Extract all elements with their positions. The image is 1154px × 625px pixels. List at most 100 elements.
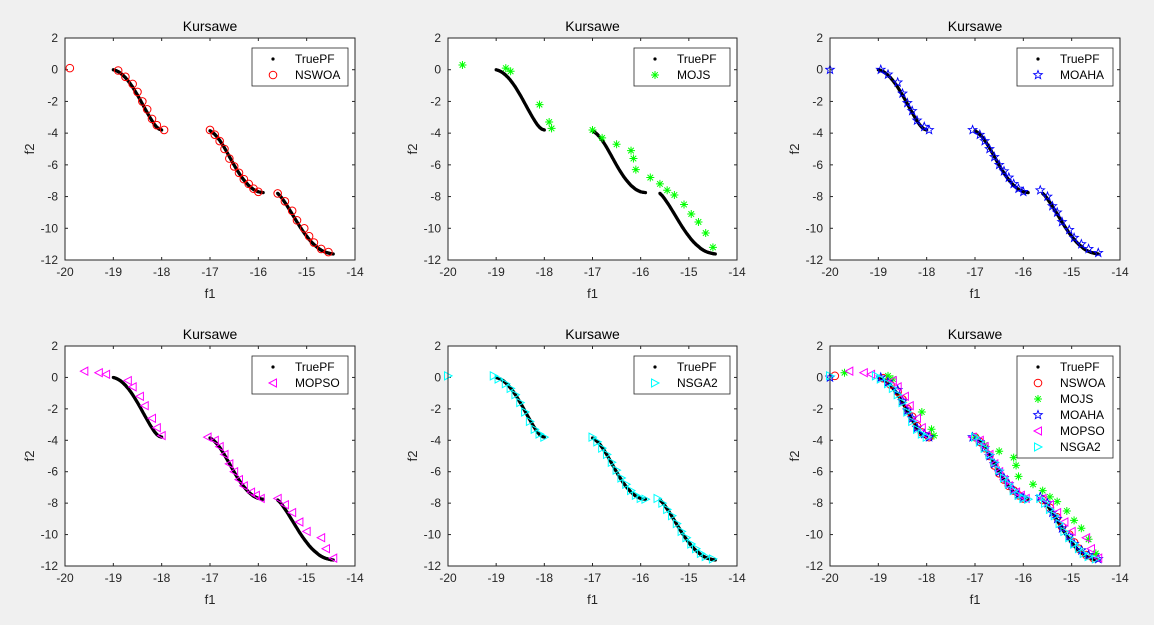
- data-point: [897, 87, 908, 99]
- y-tick-label: -12: [41, 559, 59, 573]
- data-point: [224, 459, 234, 469]
- data-point: [1003, 481, 1013, 491]
- x-tick-label: -17: [201, 571, 219, 585]
- data-point: [280, 197, 290, 206]
- data-point: [530, 424, 540, 435]
- data-point: [239, 174, 249, 184]
- data-point: [139, 400, 149, 411]
- chart-title: Kursawe: [183, 18, 238, 34]
- data-point: [866, 369, 876, 380]
- subplot-3: -20 -19 -18 -17 -16 -15 -14-12-10-8-6-4-202Kur…: [787, 18, 1129, 301]
- y-tick-label: -2: [430, 94, 441, 108]
- data-point: [903, 407, 913, 417]
- data-point: [994, 466, 1004, 477]
- legend-marker: [1034, 395, 1042, 403]
- data-point: [882, 68, 894, 80]
- data-point: [1009, 453, 1018, 462]
- data-point: [1020, 493, 1030, 504]
- data-point: [1026, 191, 1030, 195]
- legend-box: [251, 47, 349, 87]
- data-point: [884, 378, 894, 389]
- data-point: [142, 105, 152, 114]
- data-point: [602, 449, 613, 460]
- x-tick-label: -20: [439, 571, 457, 585]
- data-point: [540, 432, 550, 442]
- legend-label: TruePF: [295, 52, 335, 66]
- y-tick-label: 0: [816, 370, 823, 384]
- data-point: [901, 97, 913, 108]
- x-axis-label: f1: [205, 286, 216, 301]
- data-point: [1074, 543, 1084, 554]
- x-tick-label: -17: [966, 265, 984, 279]
- x-tick-label: -15: [1063, 265, 1081, 279]
- data-point: [246, 487, 256, 497]
- x-tick-label: -19: [105, 571, 123, 585]
- data-point: [299, 223, 309, 233]
- data-point: [501, 378, 511, 389]
- data-point: [985, 449, 995, 460]
- legend-marker: [271, 57, 275, 61]
- y-tick-label: -12: [806, 253, 824, 267]
- data-point: [984, 143, 995, 154]
- chart-title: Kursawe: [565, 18, 620, 34]
- legend: TruePF NSGA2: [633, 355, 731, 395]
- data-point: [122, 375, 132, 386]
- data-point: [133, 87, 142, 97]
- data-point: [458, 60, 467, 69]
- data-point: [272, 493, 282, 504]
- data-point: [631, 165, 640, 174]
- data-point: [113, 66, 123, 75]
- data-point: [1059, 517, 1069, 527]
- x-tick-label: -20: [439, 265, 457, 279]
- legend-label: TruePF: [1060, 360, 1100, 374]
- data-point: [1038, 486, 1047, 495]
- data-point: [1024, 494, 1034, 505]
- x-tick-label: -14: [346, 571, 364, 585]
- axes-frame: [64, 37, 356, 261]
- y-tick-label: 0: [434, 370, 441, 384]
- data-point: [1014, 490, 1024, 501]
- data-point: [1085, 543, 1095, 554]
- legend-label: NSWOA: [295, 68, 340, 82]
- data-point: [612, 465, 622, 475]
- data-point: [1056, 216, 1068, 227]
- y-tick-label: -12: [424, 559, 442, 573]
- y-tick-label: -4: [430, 126, 441, 140]
- data-point: [1063, 224, 1075, 235]
- data-point: [279, 499, 289, 510]
- data-point: [844, 366, 854, 376]
- series-nsga2: [826, 371, 1101, 564]
- axes-frame: [447, 37, 738, 261]
- data-point: [1019, 493, 1029, 504]
- data-point: [904, 400, 914, 411]
- legend-marker: [651, 378, 661, 388]
- data-point: [980, 443, 990, 453]
- legend-box: [251, 355, 349, 395]
- data-point: [244, 179, 253, 189]
- data-point: [617, 473, 627, 483]
- data-point: [667, 510, 678, 521]
- data-point: [489, 371, 499, 381]
- x-tick-label: -18: [153, 265, 171, 279]
- x-tick-label: -16: [632, 265, 650, 279]
- data-point: [521, 407, 531, 417]
- x-tick-label: -17: [584, 265, 602, 279]
- data-point: [229, 162, 239, 171]
- y-tick-label: -6: [47, 465, 58, 479]
- data-point: [220, 144, 229, 154]
- axes-frame: [829, 37, 1121, 261]
- y-tick-label: -2: [812, 402, 823, 416]
- x-tick-label: -20: [821, 265, 839, 279]
- x-axis-label: f1: [970, 286, 981, 301]
- data-point: [101, 369, 111, 380]
- data-point: [701, 229, 710, 238]
- x-tick-label: -18: [536, 571, 554, 585]
- subplot-2: -20 -19 -18 -17 -16 -15 -14-12-10-8-6-4-202Kur…: [405, 18, 746, 301]
- series-mopso: [844, 366, 1103, 563]
- y-tick-label: -6: [430, 158, 441, 172]
- data-point: [713, 252, 717, 256]
- plot-area: [825, 63, 1104, 258]
- data-point: [234, 168, 244, 178]
- data-point: [121, 72, 130, 82]
- data-point: [979, 441, 989, 452]
